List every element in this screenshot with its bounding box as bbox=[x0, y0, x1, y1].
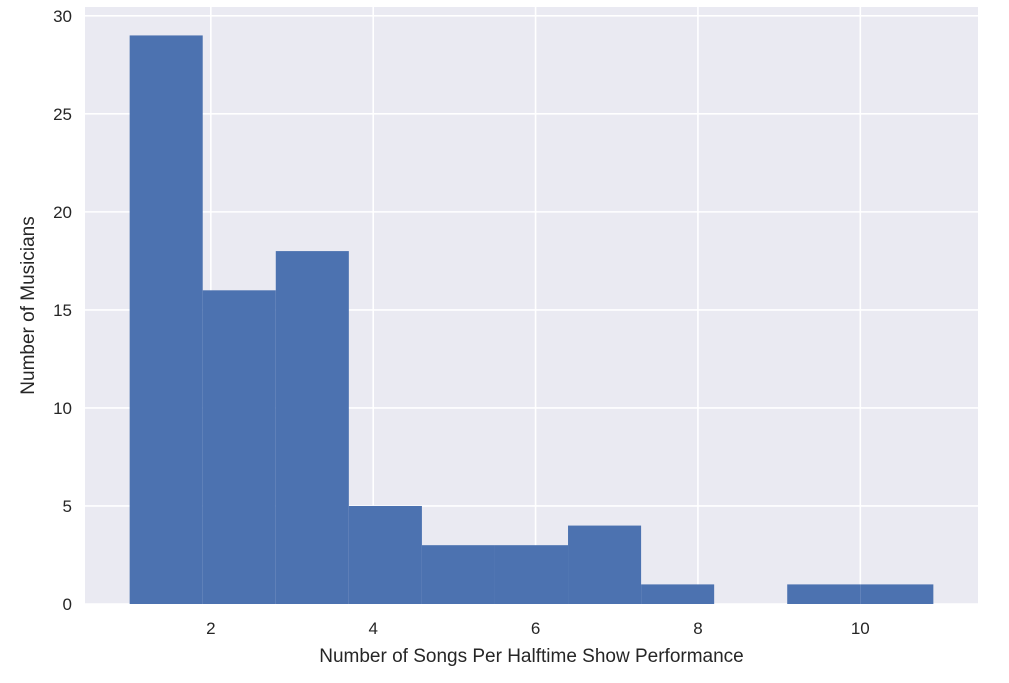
histogram-bar bbox=[421, 545, 495, 604]
x-axis-ticks: 2 4 6 8 10 bbox=[206, 619, 870, 638]
histogram-bar bbox=[348, 505, 422, 604]
y-tick-label: 30 bbox=[53, 7, 72, 26]
histogram-bar bbox=[860, 584, 934, 604]
histogram-bars bbox=[129, 35, 934, 604]
histogram-bar bbox=[494, 545, 569, 604]
x-axis-label: Number of Songs Per Halftime Show Perfor… bbox=[319, 646, 744, 667]
x-tick-label: 8 bbox=[693, 619, 702, 638]
y-tick-label: 10 bbox=[53, 399, 72, 418]
histogram-bar bbox=[129, 35, 203, 604]
histogram-bar bbox=[275, 251, 349, 604]
y-axis-ticks: 0 5 10 15 20 25 30 bbox=[53, 7, 72, 614]
x-tick-label: 6 bbox=[531, 619, 540, 638]
x-tick-label: 10 bbox=[851, 619, 870, 638]
y-tick-label: 15 bbox=[53, 301, 72, 320]
y-axis-label: Number of Musicians bbox=[18, 216, 39, 394]
histogram-bar bbox=[202, 290, 276, 604]
y-tick-label: 20 bbox=[53, 203, 72, 222]
histogram-bar bbox=[787, 584, 861, 604]
y-tick-label: 5 bbox=[63, 497, 72, 516]
y-tick-label: 25 bbox=[53, 105, 72, 124]
histogram-bar bbox=[568, 525, 642, 604]
x-tick-label: 2 bbox=[206, 619, 215, 638]
histogram-bar bbox=[641, 584, 715, 604]
y-tick-label: 0 bbox=[63, 595, 72, 614]
x-tick-label: 4 bbox=[368, 619, 377, 638]
